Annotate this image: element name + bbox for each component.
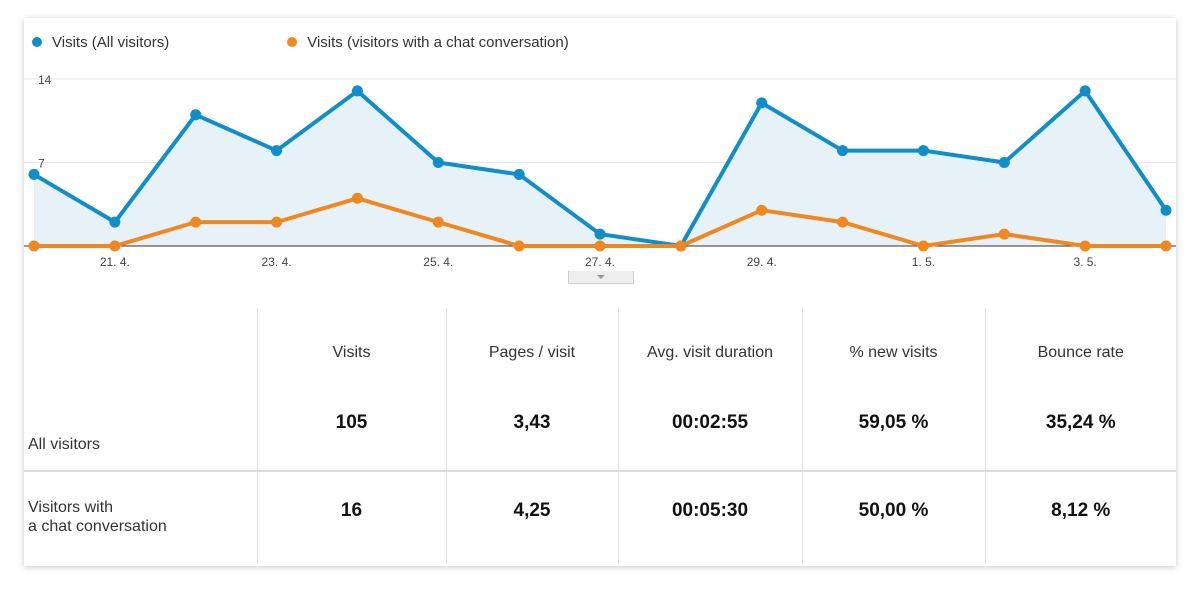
table-row: Visitors with a chat conversation 16 4,2… [24,470,1176,564]
data-point-chat-visitors [109,240,121,252]
x-tick-label: 29. 4. [747,255,777,269]
data-point-all-visitors [28,168,40,180]
data-point-chat-visitors [594,240,606,252]
data-point-all-visitors [594,228,606,240]
table-cell: 00:02:55 [617,398,802,471]
data-point-all-visitors [271,145,283,157]
legend-dot-icon [287,37,298,47]
column-header-bounce-rate: Bounce rate [984,308,1176,398]
x-tick-label: 21. 4. [100,255,130,269]
x-tick-label: 3. 5. [1073,255,1096,269]
chart-legend: Visits (All visitors) Visits (visitors w… [32,32,687,52]
data-point-chat-visitors [1079,240,1091,252]
data-point-all-visitors [917,145,929,157]
data-point-all-visitors [1079,85,1091,97]
column-header-avg-visit-duration: Avg. visit duration [617,308,802,398]
x-tick-label: 27. 4. [585,255,615,269]
legend-label: Visits (visitors with a chat conversatio… [307,33,569,51]
data-point-all-visitors [513,168,525,180]
table-cell: 50,00 % [801,470,985,564]
x-tick-label: 1. 5. [912,255,935,269]
data-point-all-visitors [837,145,849,157]
data-point-chat-visitors [271,216,283,228]
table-cell: 3,43 [445,398,618,471]
data-point-all-visitors [109,216,121,228]
row-label: All visitors [28,436,101,453]
x-tick-label: 23. 4. [262,255,292,269]
data-point-chat-visitors [917,240,929,252]
table-header-row: Visits Pages / visit Avg. visit duration… [24,308,1176,398]
table-cell: 105 [256,398,446,471]
data-point-chat-visitors [998,228,1010,240]
table-cell: 59,05 % [801,398,985,471]
data-point-chat-visitors [1160,240,1172,252]
legend-label: Visits (All visitors) [52,33,170,51]
legend-item-all-visitors[interactable]: Visits (All visitors) [32,34,169,51]
table-row: All visitors 105 3,43 00:02:55 59,05 % 3… [24,398,1176,471]
row-label: Visitors with a chat conversation [24,470,257,564]
data-point-chat-visitors [190,216,202,228]
table-cell: 00:05:30 [617,470,802,564]
table-cell: 4,25 [445,470,618,564]
metrics-table: Visits Pages / visit Avg. visit duration… [24,308,1176,564]
table-header-empty [24,308,257,398]
y-tick-label: 14 [38,73,52,87]
y-tick-label: 7 [38,157,45,171]
table-cell: 16 [256,470,446,564]
data-point-chat-visitors [432,216,444,228]
data-point-chat-visitors [28,240,40,252]
data-point-chat-visitors [675,240,687,252]
legend-dot-icon [32,37,42,47]
data-point-all-visitors [756,97,768,109]
visits-chart: 7 14 21. 4. 23. 4. 25. 4. 27. 4. 29. 4. 1. 5. 3.… [24,73,1176,269]
table-cell: 8,12 % [984,470,1176,564]
series-area-all-visitors [34,90,1166,246]
report-card: Visits (All visitors) Visits (visitors w… [24,18,1176,566]
data-point-all-visitors [190,109,202,121]
x-tick-label: 25. 4. [423,255,453,269]
collapse-chart-toggle[interactable] [568,271,634,284]
data-point-chat-visitors [756,204,768,216]
data-point-all-visitors [351,85,363,97]
column-header-visits: Visits [256,308,446,398]
data-point-all-visitors [1160,204,1172,216]
data-point-all-visitors [998,157,1010,168]
legend-item-chat-visitors[interactable]: Visits (visitors with a chat conversatio… [287,33,569,51]
column-header-pages-per-visit: Pages / visit [445,308,618,398]
column-header-new-visits: % new visits [801,308,985,398]
table-cell: 35,24 % [984,398,1176,471]
data-point-chat-visitors [351,192,363,204]
data-point-chat-visitors [837,216,849,228]
chevron-down-icon [597,275,605,279]
data-point-chat-visitors [513,240,525,252]
data-point-all-visitors [432,157,444,168]
